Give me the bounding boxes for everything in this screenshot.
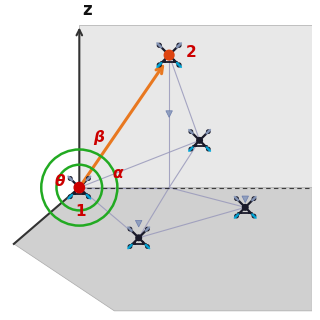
Text: z: z <box>82 1 92 19</box>
Circle shape <box>146 245 149 248</box>
Circle shape <box>164 50 174 60</box>
Circle shape <box>157 44 161 47</box>
Ellipse shape <box>235 214 239 218</box>
Ellipse shape <box>128 244 132 249</box>
Circle shape <box>207 148 210 151</box>
Text: 1: 1 <box>76 204 86 219</box>
Circle shape <box>197 138 202 143</box>
Circle shape <box>87 195 90 198</box>
Circle shape <box>136 235 141 241</box>
Ellipse shape <box>157 63 162 68</box>
Circle shape <box>87 177 90 180</box>
Ellipse shape <box>145 227 149 231</box>
Circle shape <box>146 228 149 231</box>
Ellipse shape <box>206 147 211 151</box>
Circle shape <box>235 214 238 218</box>
Ellipse shape <box>252 196 256 201</box>
Circle shape <box>74 182 84 193</box>
Circle shape <box>189 148 193 151</box>
Polygon shape <box>14 188 312 311</box>
Ellipse shape <box>128 227 132 231</box>
Ellipse shape <box>206 130 211 134</box>
Polygon shape <box>166 111 172 117</box>
Circle shape <box>157 63 161 67</box>
Text: α: α <box>112 166 123 181</box>
Circle shape <box>128 245 132 248</box>
Circle shape <box>68 195 72 198</box>
Text: θ: θ <box>54 174 65 189</box>
Circle shape <box>68 177 72 180</box>
Circle shape <box>189 130 193 133</box>
Ellipse shape <box>68 195 72 199</box>
Circle shape <box>207 130 210 133</box>
Ellipse shape <box>86 176 91 181</box>
Text: 2: 2 <box>186 44 196 60</box>
Circle shape <box>128 228 132 231</box>
Circle shape <box>252 197 256 200</box>
Ellipse shape <box>68 176 72 181</box>
Ellipse shape <box>157 43 162 48</box>
Circle shape <box>177 63 181 67</box>
Circle shape <box>252 214 256 218</box>
Circle shape <box>235 197 238 200</box>
Circle shape <box>243 204 248 210</box>
Ellipse shape <box>189 130 193 134</box>
Polygon shape <box>135 220 142 227</box>
Circle shape <box>177 44 181 47</box>
Ellipse shape <box>235 196 239 201</box>
Circle shape <box>76 185 82 190</box>
Ellipse shape <box>177 63 181 68</box>
Ellipse shape <box>252 214 256 218</box>
Ellipse shape <box>177 43 181 48</box>
Polygon shape <box>242 196 249 203</box>
Ellipse shape <box>145 244 149 249</box>
Ellipse shape <box>189 147 193 151</box>
Polygon shape <box>79 25 312 188</box>
Circle shape <box>166 52 172 58</box>
Ellipse shape <box>86 195 91 199</box>
Text: β: β <box>94 130 105 145</box>
